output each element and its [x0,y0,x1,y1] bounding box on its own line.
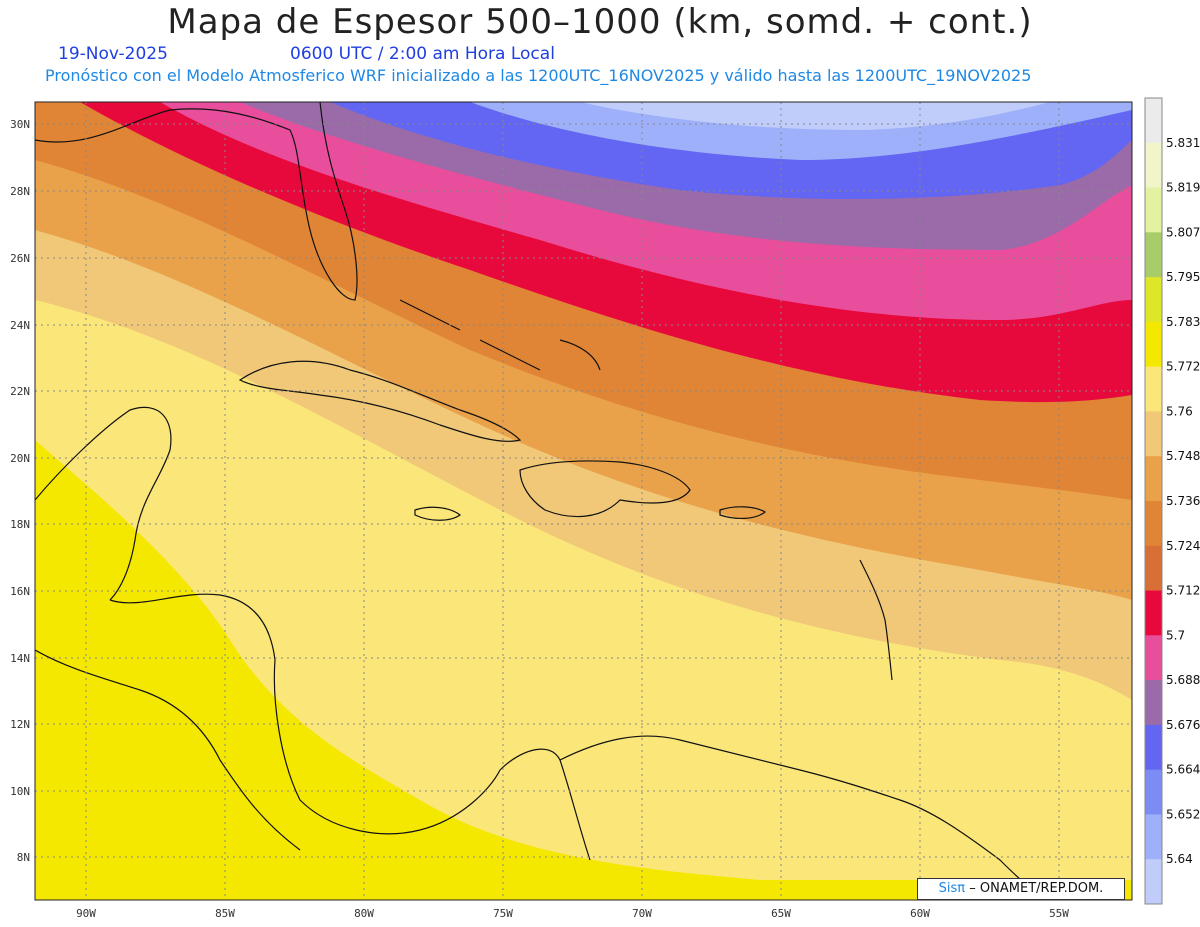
forecast-date: 19-Nov-2025 [58,44,168,64]
colorbar-label: 5.783 [1166,315,1200,329]
colorbar-label: 5.652 [1166,807,1200,821]
lat-label: 14N [10,652,30,665]
lat-label: 12N [10,718,30,731]
forecast-description: Pronóstico con el Modelo Atmosferico WRF… [45,66,1032,85]
colorbar-swatch [1145,366,1162,412]
lat-label: 28N [10,185,30,198]
colorbar-label: 5.795 [1166,270,1200,284]
colorbar-swatch [1145,545,1162,592]
forecast-time: 0600 UTC / 2:00 am Hora Local [290,44,555,64]
lat-label: 24N [10,319,30,332]
colorbar-frame [1144,97,1163,905]
coastlines [35,102,1061,900]
colorbar-swatch [1145,635,1162,681]
colorbar-swatch [1145,232,1162,278]
colorbar-swatch [1145,277,1162,323]
colorbar-swatch [1145,142,1162,189]
lon-label: 65W [771,907,791,920]
lon-label: 75W [493,907,513,920]
lat-label: 26N [10,252,30,265]
colorbar-swatch [1145,98,1162,144]
colorbar: 5.831 5.819 5.807 5.795 5.783 5.772 5.76 5.748 5… [1144,97,1200,905]
colorbar-label: 5.724 [1166,539,1200,553]
lon-label: 90W [76,907,96,920]
colorbar-swatch [1145,321,1162,368]
colorbar-label: 5.807 [1166,225,1200,239]
colorbar-label: 5.76 [1166,404,1193,418]
colorbar-label: 5.64 [1166,852,1193,866]
colorbar-label: 5.819 [1166,181,1200,195]
latitude-labels: 30N 28N 26N 24N 22N 20N 18N 16N 14N 12N … [10,118,30,864]
colorbar-labels: 5.831 5.819 5.807 5.795 5.783 5.772 5.76 5.748 5… [1166,136,1200,866]
colorbar-swatch [1145,456,1162,502]
colorbar-label: 5.748 [1166,449,1200,463]
graticule [35,102,1132,900]
colorbar-swatch [1145,501,1162,547]
colorbar-label: 5.736 [1166,494,1200,508]
colorbar-swatches [1145,98,1162,905]
lat-label: 30N [10,118,30,131]
lon-label: 70W [632,907,652,920]
colorbar-swatch [1145,769,1162,815]
colorbar-label: 5.772 [1166,360,1200,374]
colorbar-label: 5.831 [1166,136,1200,150]
lat-label: 8N [17,851,30,864]
lon-label: 55W [1049,907,1069,920]
lat-label: 16N [10,585,30,598]
page-title: Mapa de Espesor 500–1000 (km, somd. + co… [167,2,1033,42]
map-frame [34,101,1133,901]
colorbar-swatch [1145,724,1162,771]
colorbar-label: 5.7 [1166,628,1185,642]
colorbar-swatch [1145,411,1162,457]
lon-label: 85W [215,907,235,920]
colorbar-swatch [1145,859,1162,905]
thickness-bands [35,102,1132,900]
colorbar-label: 5.664 [1166,763,1200,777]
colorbar-swatch [1145,680,1162,726]
credit-box: Sisπ – ONAMET/REP.DOM. [917,878,1125,900]
colorbar-label: 5.688 [1166,673,1200,687]
credit-text: – ONAMET/REP.DOM. [969,881,1104,896]
colorbar-swatch [1145,187,1162,233]
colorbar-label: 5.712 [1166,584,1200,598]
longitude-labels: 90W 85W 80W 75W 70W 65W 60W 55W [76,907,1069,920]
lat-label: 10N [10,785,30,798]
colorbar-swatch [1145,814,1162,860]
colorbar-label: 5.676 [1166,718,1200,732]
credit-sis: Sisπ [938,881,966,896]
lat-label: 18N [10,518,30,531]
lat-label: 22N [10,385,30,398]
lat-label: 20N [10,452,30,465]
lon-label: 80W [354,907,374,920]
colorbar-swatch [1145,590,1162,636]
lon-label: 60W [910,907,930,920]
